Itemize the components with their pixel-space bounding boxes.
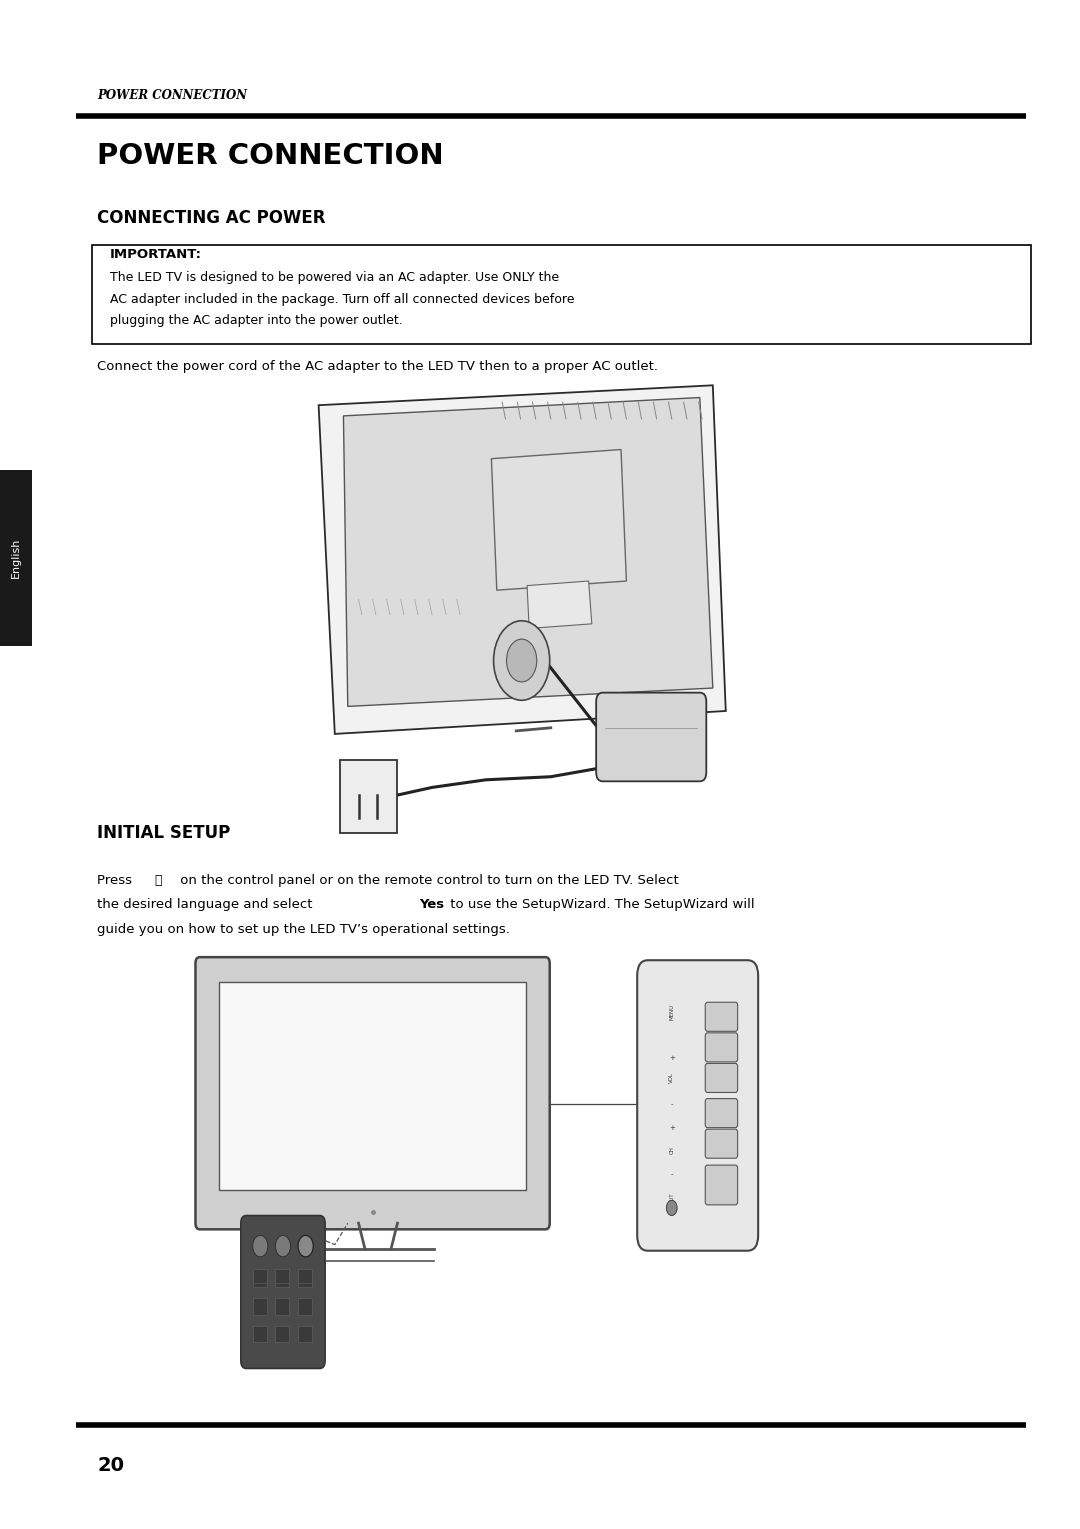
FancyBboxPatch shape (298, 1298, 312, 1315)
FancyBboxPatch shape (637, 960, 758, 1251)
FancyBboxPatch shape (298, 1271, 312, 1287)
Text: AC adapter included in the package. Turn off all connected devices before: AC adapter included in the package. Turn… (110, 292, 575, 306)
FancyBboxPatch shape (253, 1326, 267, 1342)
Text: CONNECTING AC POWER: CONNECTING AC POWER (97, 209, 326, 228)
FancyBboxPatch shape (275, 1298, 289, 1315)
Circle shape (494, 621, 550, 700)
Circle shape (666, 1200, 677, 1216)
FancyBboxPatch shape (0, 471, 32, 645)
FancyBboxPatch shape (705, 1003, 738, 1031)
FancyBboxPatch shape (340, 760, 397, 833)
Text: +: + (669, 1125, 675, 1131)
FancyBboxPatch shape (705, 1034, 738, 1061)
Text: plugging the AC adapter into the power outlet.: plugging the AC adapter into the power o… (110, 313, 403, 327)
Circle shape (298, 1235, 313, 1257)
Polygon shape (491, 450, 626, 590)
Text: INITIAL SETUP: INITIAL SETUP (97, 824, 230, 842)
Text: to use the SetupWizard. The SetupWizard will: to use the SetupWizard. The SetupWizard … (446, 898, 755, 911)
Text: IMPORTANT:: IMPORTANT: (110, 248, 202, 261)
FancyBboxPatch shape (298, 1269, 312, 1283)
Text: POWER CONNECTION: POWER CONNECTION (97, 142, 444, 170)
Circle shape (507, 639, 537, 682)
Text: 20: 20 (97, 1456, 124, 1475)
FancyBboxPatch shape (705, 1064, 738, 1092)
FancyBboxPatch shape (275, 1269, 289, 1283)
Text: guide you on how to set up the LED TV’s operational settings.: guide you on how to set up the LED TV’s … (97, 922, 510, 936)
Text: -: - (671, 1101, 673, 1107)
Text: MENU: MENU (670, 1005, 674, 1020)
FancyBboxPatch shape (596, 693, 706, 781)
Text: -: - (671, 1171, 673, 1177)
FancyBboxPatch shape (275, 1326, 289, 1342)
Circle shape (298, 1235, 313, 1257)
FancyBboxPatch shape (253, 1271, 267, 1287)
FancyBboxPatch shape (253, 1298, 267, 1315)
Polygon shape (527, 581, 592, 628)
FancyBboxPatch shape (705, 1128, 738, 1159)
Text: VOL: VOL (670, 1072, 674, 1084)
Text: +: + (669, 1055, 675, 1061)
Text: INPUT: INPUT (670, 1193, 674, 1208)
Text: The LED TV is designed to be powered via an AC adapter. Use ONLY the: The LED TV is designed to be powered via… (110, 271, 559, 284)
FancyBboxPatch shape (195, 957, 550, 1229)
FancyBboxPatch shape (253, 1269, 267, 1283)
Polygon shape (319, 385, 726, 734)
FancyBboxPatch shape (241, 1216, 325, 1368)
FancyBboxPatch shape (275, 1271, 289, 1287)
Text: English: English (11, 538, 22, 578)
Text: ⏻: ⏻ (154, 873, 162, 887)
Text: the desired language and select: the desired language and select (97, 898, 316, 911)
FancyBboxPatch shape (219, 982, 526, 1190)
Text: Press: Press (97, 873, 136, 887)
FancyBboxPatch shape (298, 1326, 312, 1342)
Text: CH: CH (670, 1145, 674, 1154)
Text: Connect the power cord of the AC adapter to the LED TV then to a proper AC outle: Connect the power cord of the AC adapter… (97, 359, 658, 373)
Text: Yes: Yes (419, 898, 444, 911)
Circle shape (275, 1235, 291, 1257)
Text: POWER CONNECTION: POWER CONNECTION (97, 89, 247, 102)
FancyBboxPatch shape (705, 1165, 738, 1205)
FancyBboxPatch shape (92, 245, 1031, 344)
Text: on the control panel or on the remote control to turn on the LED TV. Select: on the control panel or on the remote co… (176, 873, 679, 887)
Polygon shape (343, 398, 713, 706)
Circle shape (253, 1235, 268, 1257)
FancyBboxPatch shape (705, 1098, 738, 1128)
